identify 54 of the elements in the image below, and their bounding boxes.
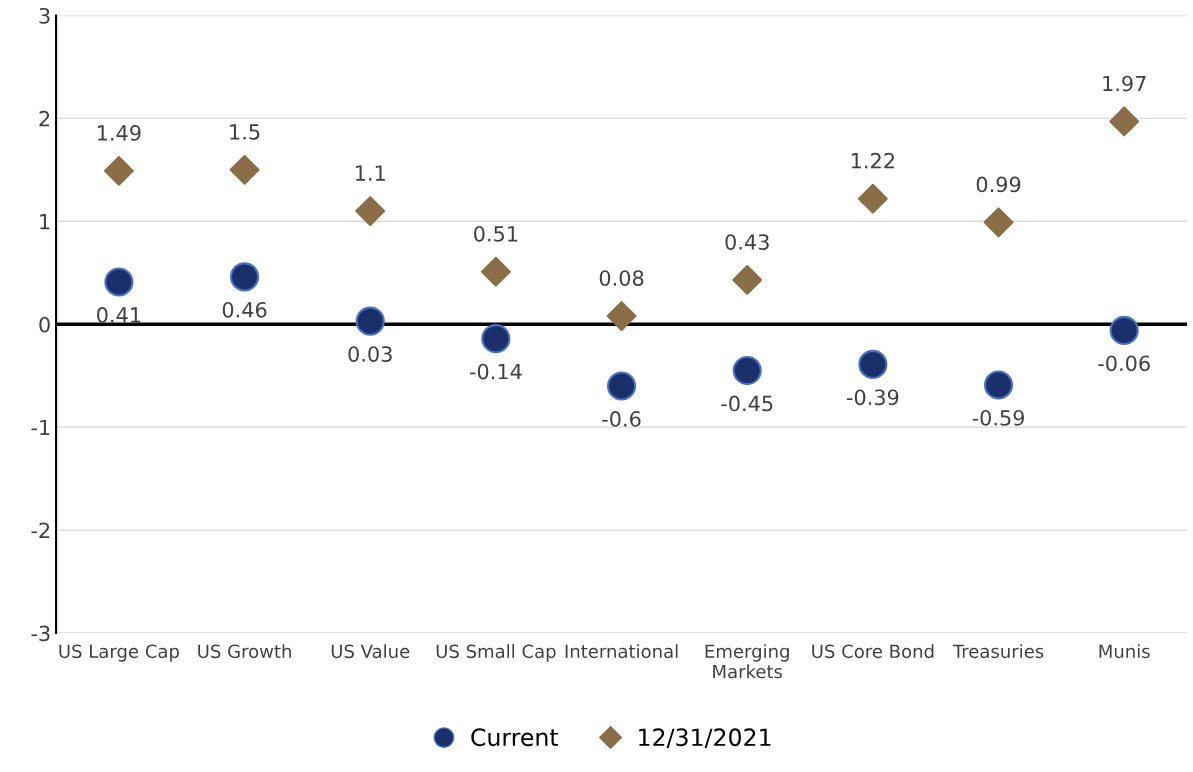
point xyxy=(732,355,762,386)
data-label: -0.59 xyxy=(972,409,1025,426)
data-label: 1.5 xyxy=(230,124,260,140)
data-label: 0.46 xyxy=(222,301,267,318)
point xyxy=(104,267,134,297)
x-tick-label: Munis xyxy=(1099,644,1150,659)
point xyxy=(983,370,1014,400)
x-tick-label: US Core Bond xyxy=(812,644,934,659)
data-label: 0.41 xyxy=(97,307,141,323)
data-label: 0.51 xyxy=(474,225,518,242)
x-tick-label: US Growth xyxy=(198,644,291,659)
x-tick-label: Emerging Markets xyxy=(705,644,789,679)
data-label: 0.43 xyxy=(725,234,769,250)
point xyxy=(1109,315,1139,345)
data-label: 1.49 xyxy=(98,125,141,141)
point xyxy=(355,196,386,226)
point xyxy=(103,155,134,186)
point xyxy=(481,324,511,354)
point xyxy=(858,349,888,379)
data-label: -0.14 xyxy=(469,363,522,380)
y-tick-label: -3 xyxy=(31,625,50,642)
data-label: 0.03 xyxy=(348,346,392,362)
x-tick-label: US Value xyxy=(331,644,410,659)
data-label: 0.08 xyxy=(599,270,644,286)
point xyxy=(1109,106,1140,137)
point xyxy=(732,265,763,295)
legend-label: Current xyxy=(471,728,559,747)
data-label: -0.39 xyxy=(846,389,899,406)
point xyxy=(606,301,637,331)
y-tick-label: 1 xyxy=(40,214,50,230)
y-tick-label: -1 xyxy=(31,419,50,436)
data-label: -0.6 xyxy=(602,411,641,427)
point xyxy=(229,154,260,185)
y-tick-label: 2 xyxy=(39,110,50,127)
point xyxy=(229,262,260,292)
data-label: 1.97 xyxy=(1103,75,1146,92)
point xyxy=(606,371,637,401)
y-tick-label: 0 xyxy=(39,316,50,333)
point xyxy=(857,183,888,214)
x-tick-label: US Large Cap xyxy=(59,644,179,662)
data-label: 1.22 xyxy=(851,152,894,169)
x-tick-label: Treasuries xyxy=(952,644,1044,659)
data-label: -0.06 xyxy=(1098,355,1150,372)
data-label: 0.99 xyxy=(976,176,1021,193)
y-tick-label: 3 xyxy=(39,7,50,24)
legend-label: 12/31/2021 xyxy=(639,728,771,749)
point xyxy=(480,256,511,287)
data-label: 1.1 xyxy=(355,165,385,181)
x-tick-label: International xyxy=(565,644,678,659)
point xyxy=(983,207,1014,238)
data-label: -0.45 xyxy=(721,395,773,412)
y-tick-label: -2 xyxy=(31,522,50,539)
x-tick-label: US Small Cap xyxy=(436,644,556,662)
point xyxy=(355,306,385,336)
